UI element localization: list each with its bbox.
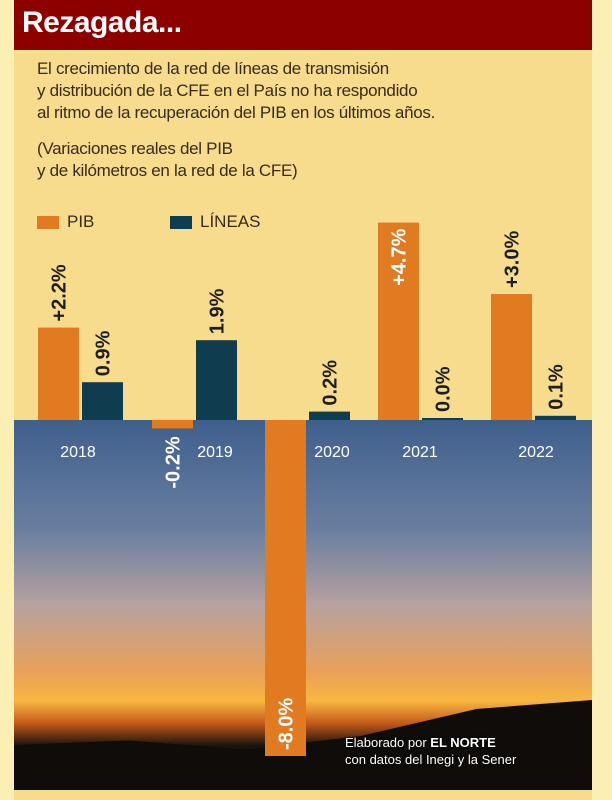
chart-note: (Variaciones reales del PIB y de kilómet…: [37, 138, 298, 182]
data-label: 0.1%: [546, 364, 568, 410]
intro-text: El crecimiento de la red de líneas de tr…: [37, 58, 435, 124]
data-label: +3.0%: [502, 231, 524, 288]
legend-swatch-pib: [37, 215, 59, 229]
credit-prefix: Elaborado por: [345, 735, 431, 750]
data-label: +4.7%: [389, 228, 411, 285]
x-tick-label: 2018: [60, 444, 96, 461]
note-line: (Variaciones reales del PIB: [37, 139, 233, 158]
bar-pib: [152, 420, 193, 429]
bar-lineas: [196, 340, 237, 420]
credit-line: con datos del Inegi y la Sener: [345, 752, 517, 767]
note-line: y de kilómetros en la red de la CFE): [37, 161, 298, 180]
bar-lineas: [309, 411, 350, 420]
bar-pib: [378, 222, 419, 420]
bar-lineas: [82, 382, 123, 420]
bar-pib: [265, 420, 306, 756]
x-tick-label: 2020: [314, 444, 350, 461]
credit-text: Elaborado por EL NORTE con datos del Ine…: [345, 734, 516, 768]
credit-brand: EL NORTE: [430, 735, 496, 750]
legend-label: PIB: [67, 212, 95, 231]
data-label: +2.2%: [49, 264, 71, 321]
x-tick-label: 2019: [197, 444, 233, 461]
data-label: -0.2%: [163, 436, 185, 488]
data-label: -8.0%: [276, 698, 298, 750]
intro-line: El crecimiento de la red de líneas de tr…: [37, 59, 389, 78]
data-label: 1.9%: [207, 288, 229, 334]
intro-line: y distribución de la CFE en el País no h…: [37, 81, 418, 100]
data-label: 0.2%: [320, 360, 342, 406]
data-label: 0.0%: [433, 366, 455, 412]
legend-item-lineas: LÍNEAS: [170, 212, 260, 232]
page-title: Rezagada...: [22, 6, 182, 39]
x-tick-label: 2022: [518, 444, 554, 461]
bar-lineas: [422, 418, 463, 420]
data-label: 0.9%: [93, 330, 115, 376]
header-bar: [14, 0, 592, 50]
legend-swatch-lineas: [170, 215, 192, 229]
intro-line: al ritmo de la recuperación del PIB en l…: [37, 103, 436, 122]
bar-pib: [491, 294, 532, 420]
legend-item-pib: PIB: [37, 212, 94, 232]
legend-label: LÍNEAS: [200, 212, 261, 231]
x-tick-label: 2021: [402, 444, 438, 461]
bar-lineas: [535, 415, 576, 420]
bar-pib: [38, 327, 79, 420]
